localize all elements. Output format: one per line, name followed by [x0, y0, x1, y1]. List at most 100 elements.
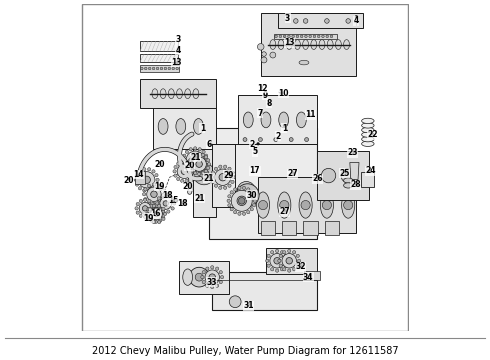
Circle shape [158, 204, 161, 207]
Circle shape [238, 186, 241, 190]
Circle shape [289, 138, 293, 141]
Text: 32: 32 [295, 262, 306, 271]
Circle shape [219, 186, 222, 189]
Circle shape [181, 179, 184, 183]
Circle shape [213, 181, 231, 199]
Circle shape [288, 269, 291, 272]
Text: 12: 12 [257, 84, 268, 93]
Circle shape [369, 168, 371, 171]
Circle shape [144, 215, 147, 219]
Polygon shape [258, 177, 356, 233]
Text: 5: 5 [252, 147, 257, 156]
Ellipse shape [296, 112, 306, 128]
Circle shape [296, 254, 299, 257]
Circle shape [286, 181, 304, 199]
Circle shape [330, 35, 333, 38]
Circle shape [151, 211, 154, 214]
Text: 25: 25 [340, 169, 350, 178]
Circle shape [206, 267, 209, 270]
Circle shape [293, 267, 296, 271]
Text: 23: 23 [347, 148, 358, 157]
Circle shape [154, 203, 157, 206]
Text: 16: 16 [149, 210, 160, 219]
Circle shape [207, 162, 211, 166]
Text: 3: 3 [285, 14, 290, 23]
Circle shape [262, 52, 266, 57]
Circle shape [191, 170, 194, 173]
Circle shape [207, 159, 210, 162]
Circle shape [196, 161, 202, 167]
Circle shape [246, 188, 250, 191]
Circle shape [150, 219, 153, 222]
Ellipse shape [299, 60, 309, 65]
Circle shape [188, 162, 191, 166]
Polygon shape [304, 271, 320, 280]
Circle shape [257, 44, 264, 50]
Ellipse shape [327, 40, 333, 49]
Circle shape [171, 197, 174, 200]
Circle shape [194, 170, 197, 174]
Circle shape [174, 166, 177, 169]
Circle shape [145, 67, 147, 70]
Circle shape [293, 251, 296, 254]
Circle shape [162, 216, 165, 219]
Circle shape [172, 67, 174, 70]
Ellipse shape [362, 118, 374, 123]
Circle shape [206, 284, 209, 287]
Circle shape [183, 163, 186, 166]
Ellipse shape [303, 40, 309, 49]
Bar [282, 221, 296, 235]
Ellipse shape [185, 89, 191, 99]
Circle shape [279, 254, 282, 257]
Circle shape [198, 170, 201, 173]
Circle shape [155, 183, 158, 186]
Circle shape [189, 177, 192, 181]
Circle shape [300, 35, 303, 38]
Polygon shape [274, 34, 337, 39]
Circle shape [161, 198, 164, 201]
Circle shape [154, 211, 157, 214]
Text: 3: 3 [175, 35, 180, 44]
Text: 20: 20 [182, 182, 193, 191]
Ellipse shape [183, 269, 193, 285]
Circle shape [139, 172, 155, 188]
Text: 2: 2 [275, 132, 280, 141]
Circle shape [211, 171, 215, 174]
Ellipse shape [176, 118, 186, 134]
Circle shape [152, 220, 155, 224]
Circle shape [152, 207, 155, 210]
Circle shape [257, 143, 259, 145]
Circle shape [346, 19, 350, 23]
Circle shape [152, 204, 155, 207]
Circle shape [309, 35, 312, 38]
Circle shape [282, 253, 296, 268]
Polygon shape [239, 95, 317, 144]
Circle shape [294, 19, 298, 23]
Ellipse shape [158, 118, 168, 134]
Circle shape [341, 168, 355, 183]
Ellipse shape [160, 89, 166, 99]
Circle shape [322, 201, 332, 210]
Ellipse shape [176, 89, 182, 99]
Circle shape [147, 207, 150, 211]
Circle shape [185, 160, 188, 163]
Text: 21: 21 [191, 153, 201, 162]
Circle shape [228, 173, 231, 176]
Text: 33: 33 [206, 278, 217, 287]
Circle shape [176, 67, 178, 70]
Circle shape [202, 150, 205, 153]
Circle shape [280, 201, 289, 210]
Ellipse shape [362, 141, 374, 147]
Ellipse shape [244, 112, 253, 128]
Circle shape [144, 198, 147, 201]
Circle shape [252, 195, 256, 198]
Circle shape [263, 94, 266, 96]
Circle shape [231, 190, 252, 211]
Circle shape [201, 172, 204, 175]
Circle shape [164, 67, 167, 70]
Circle shape [305, 138, 309, 141]
Circle shape [280, 91, 282, 94]
Polygon shape [179, 261, 229, 293]
Circle shape [308, 275, 310, 278]
Ellipse shape [194, 118, 203, 134]
